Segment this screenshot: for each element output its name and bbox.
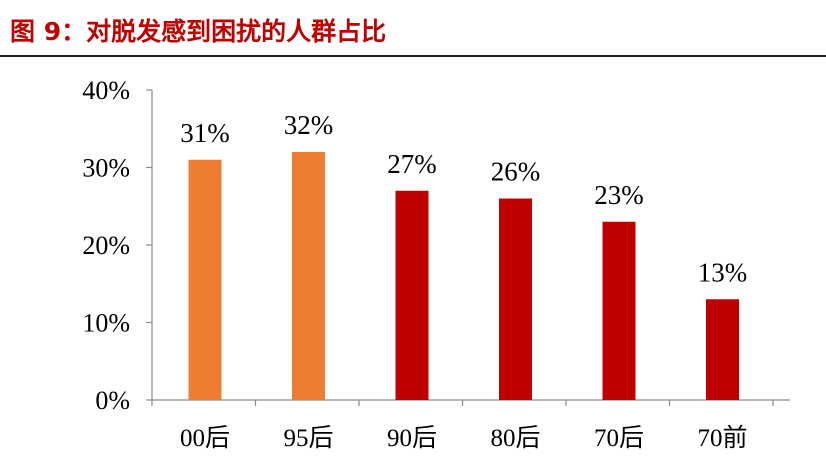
bar xyxy=(499,198,532,400)
bar xyxy=(602,221,636,400)
data-label: 23% xyxy=(594,180,644,210)
data-label: 13% xyxy=(698,257,748,287)
data-label: 31% xyxy=(180,118,230,148)
category-label: 70前 xyxy=(697,424,747,452)
data-label: 32% xyxy=(284,110,334,140)
category-label: 00后 xyxy=(180,424,230,452)
bar xyxy=(292,152,325,400)
y-tick-label: 20% xyxy=(82,231,130,260)
category-label: 70后 xyxy=(594,424,644,452)
y-tick-label: 40% xyxy=(82,76,130,105)
category-label: 90后 xyxy=(387,424,437,452)
figure-title: 图 9：对脱发感到困扰的人群占比 xyxy=(10,17,387,46)
bar xyxy=(188,159,222,400)
chart-labels: 31% 00后 32% 95后 27% 90后 26% 80后 23% 70后 13% 70前 xyxy=(180,110,748,452)
bar xyxy=(395,190,429,400)
y-tick-label: 10% xyxy=(82,309,130,338)
title-divider xyxy=(0,55,826,57)
category-label: 95后 xyxy=(283,424,333,452)
chart-bars xyxy=(188,152,739,400)
chart-axes: 0% 10% 20% 30% 40% xyxy=(82,76,790,415)
category-label: 80后 xyxy=(490,424,540,452)
y-tick-label: 30% xyxy=(82,154,130,183)
data-label: 27% xyxy=(387,149,437,179)
y-tick-label: 0% xyxy=(95,386,130,415)
bar xyxy=(706,299,739,400)
data-label: 26% xyxy=(491,157,541,187)
